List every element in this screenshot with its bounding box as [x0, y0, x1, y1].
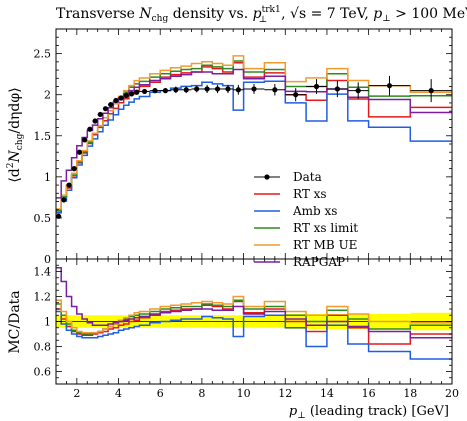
- data-point: [162, 88, 169, 94]
- data-point: [235, 87, 241, 93]
- ratio-tick-label: 1.4: [34, 266, 52, 279]
- legend: Data RT xs Amb xs RT xs limit RT MB UE RAPGAP: [254, 170, 358, 269]
- series-ratio-line: [56, 267, 452, 339]
- data-point: [214, 86, 221, 92]
- ratio-y-axis-label: MC/Data: [7, 290, 23, 353]
- x-tick-label: 14: [320, 387, 334, 400]
- data-point: [123, 92, 129, 99]
- series-ratio-line: [56, 295, 452, 334]
- data-point: [76, 149, 83, 155]
- legend-label: Amb xs: [292, 204, 337, 218]
- ratio-tick-label: 1: [44, 316, 51, 329]
- series-ratio-line: [56, 310, 452, 360]
- y-tick-label: 1: [44, 171, 51, 184]
- data-point: [102, 106, 109, 112]
- data-point: [113, 97, 119, 104]
- data-point: [386, 83, 393, 89]
- x-tick-label: 6: [157, 387, 164, 400]
- data-point: [71, 166, 77, 172]
- legend-label: RT xs: [293, 187, 327, 201]
- legend-label: RT xs limit: [293, 221, 358, 235]
- y-tick-label: 2.5: [34, 48, 52, 61]
- ratio-tick-label: 0.8: [34, 341, 52, 354]
- data-point: [313, 83, 320, 90]
- series-ratio-line: [56, 299, 452, 335]
- data-point: [183, 87, 189, 93]
- main-panel: 0 0.5 1 1.5 2 2.5: [34, 28, 453, 384]
- x-tick-label: 16: [362, 387, 376, 400]
- x-tick-label: 2: [73, 387, 80, 400]
- data-point: [152, 88, 158, 94]
- x-tick-label: 4: [115, 387, 122, 400]
- ratio-panel: 2 4 6 8 10 12 14 16 18 20 0.6 0.8 1 1.2 1.4: [34, 258, 459, 400]
- x-tick-label: 8: [198, 387, 205, 400]
- data-point: [334, 86, 340, 92]
- data-point: [141, 88, 148, 95]
- data-point: [118, 95, 124, 101]
- x-tick-label: 12: [278, 387, 292, 400]
- data-point: [293, 92, 299, 98]
- data-point: [251, 86, 257, 92]
- data-point: [128, 91, 135, 97]
- series-line: [56, 80, 452, 214]
- legend-data-marker: [264, 174, 270, 180]
- data-point: [272, 87, 278, 93]
- legend-label: RAPGAP: [293, 255, 345, 269]
- data-point: [97, 111, 103, 118]
- data-point: [82, 137, 88, 143]
- data-point: [225, 86, 231, 92]
- data-point: [204, 86, 210, 92]
- series-line: [56, 68, 452, 199]
- chart-title: Transverse Nchg density vs. ptrk1 ⊥, √s =…: [56, 5, 467, 25]
- ratio-tick-label: 0.6: [34, 366, 52, 379]
- x-tick-label: 18: [403, 387, 417, 400]
- data-point: [87, 126, 93, 132]
- data-point: [134, 89, 140, 95]
- data-point: [355, 88, 361, 94]
- data-point: [173, 87, 179, 93]
- y-tick-label: 0.5: [34, 212, 52, 225]
- data-point: [108, 101, 114, 108]
- data-point: [61, 197, 67, 203]
- ratio-tick-label: 1.2: [34, 291, 52, 304]
- x-tick-label: 10: [237, 387, 251, 400]
- legend-label: Data: [293, 170, 322, 184]
- y-tick-label: 1.5: [34, 130, 52, 143]
- y-axis-label: ⟨d2Nchg/dηdφ⟩: [6, 87, 25, 182]
- data-point: [66, 182, 72, 188]
- main-frame: [55, 28, 453, 260]
- series-line: [56, 60, 452, 212]
- legend-label: RT MB UE: [293, 238, 357, 252]
- y-tick-label: 0: [44, 253, 51, 266]
- data-point: [92, 118, 98, 124]
- y-tick-label: 2: [44, 89, 51, 102]
- data-point: [194, 86, 200, 92]
- data-point: [428, 88, 434, 94]
- x-axis-label: p⊥ (leading track) [GeV]: [289, 404, 449, 421]
- x-tick-label: 20: [445, 387, 459, 400]
